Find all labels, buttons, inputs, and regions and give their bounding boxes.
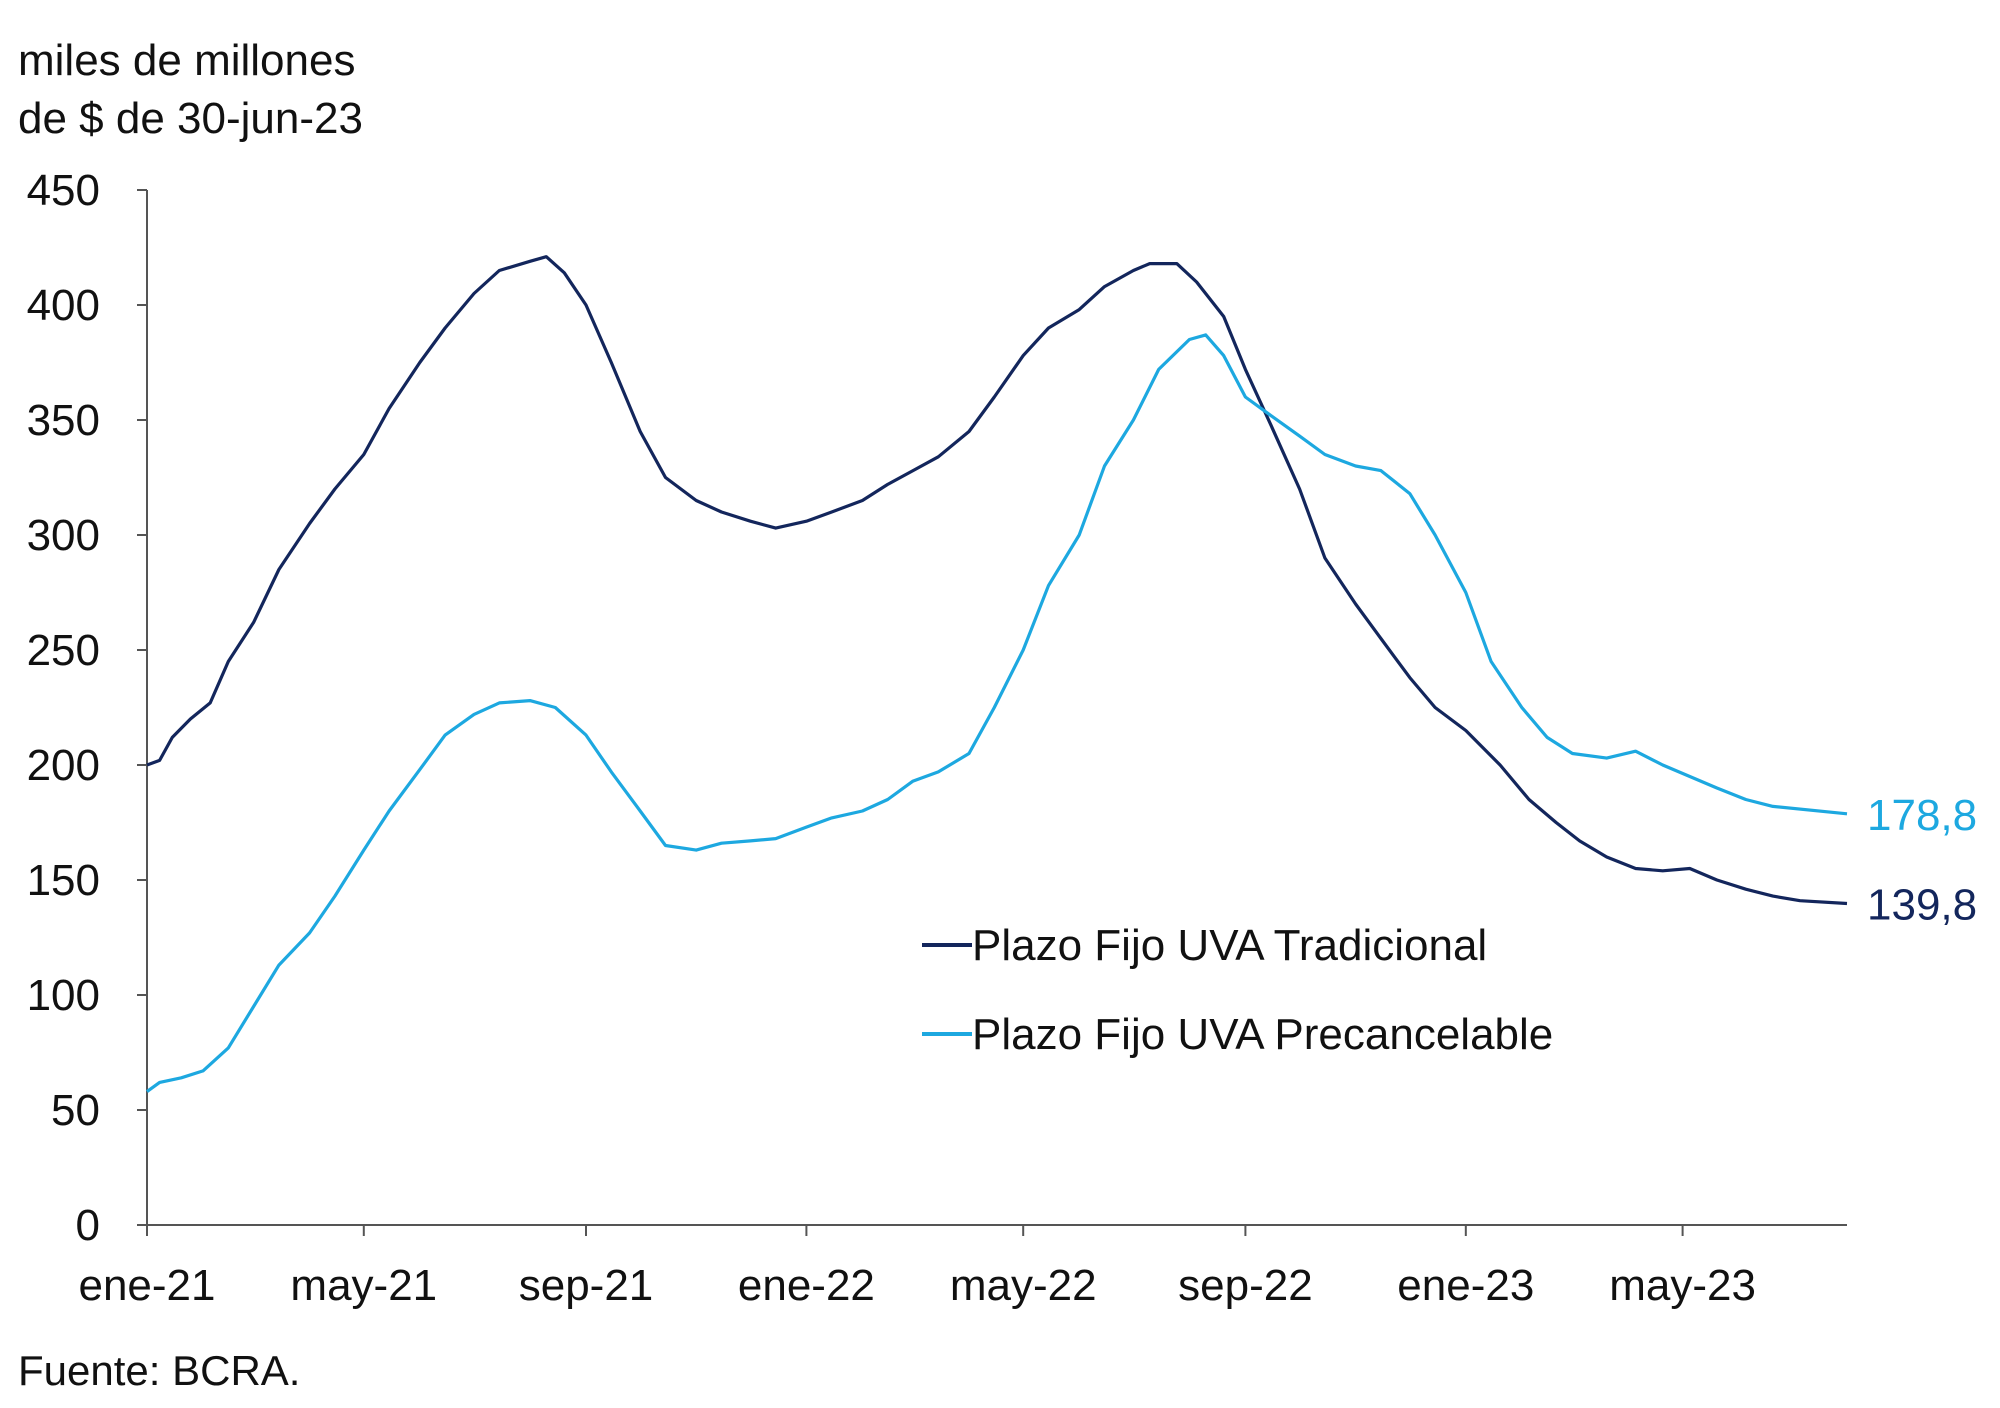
- y-tick-label: 100: [27, 971, 100, 1020]
- legend-label-precancelable: Plazo Fijo UVA Precancelable: [972, 1010, 1553, 1059]
- x-tick-label: ene-23: [1397, 1261, 1534, 1310]
- y-tick-label: 0: [76, 1201, 100, 1250]
- end-labels: 139,8 178,8: [1867, 791, 1977, 930]
- series-lines: [146, 255, 1848, 1093]
- series-line-0: [146, 255, 1848, 906]
- series-line-1: [146, 333, 1848, 1093]
- y-tick-label: 450: [27, 166, 100, 215]
- end-label-1: 178,8: [1867, 791, 1977, 840]
- legend: Plazo Fijo UVA Tradicional Plazo Fijo UV…: [922, 921, 1553, 1059]
- y-tick-label: 350: [27, 396, 100, 445]
- legend-item-tradicional: Plazo Fijo UVA Tradicional: [922, 921, 1487, 970]
- y-tick-label: 200: [27, 741, 100, 790]
- y-axis-title-line-2: de $ de 30-jun-23: [18, 94, 363, 143]
- x-tick-label: may-22: [950, 1261, 1097, 1310]
- y-axis-title: miles de millones de $ de 30-jun-23: [18, 36, 363, 143]
- x-tick-label: ene-21: [78, 1261, 215, 1310]
- x-tick-label: may-23: [1609, 1261, 1756, 1310]
- legend-item-precancelable: Plazo Fijo UVA Precancelable: [922, 1010, 1553, 1059]
- x-tick-label: ene-22: [738, 1261, 875, 1310]
- x-tick-label: sep-21: [519, 1261, 654, 1310]
- y-tick-label: 50: [51, 1086, 100, 1135]
- end-label-0: 139,8: [1867, 880, 1977, 929]
- y-axis-title-line-1: miles de millones: [18, 36, 355, 85]
- legend-label-tradicional: Plazo Fijo UVA Tradicional: [972, 921, 1487, 970]
- y-tick-label: 150: [27, 856, 100, 905]
- y-tick-label: 300: [27, 511, 100, 560]
- x-tick-label: sep-22: [1178, 1261, 1313, 1310]
- source-note: Fuente: BCRA.: [18, 1347, 300, 1394]
- y-tick-label: 250: [27, 626, 100, 675]
- x-tick-label: may-21: [290, 1261, 437, 1310]
- y-tick-label: 400: [27, 281, 100, 330]
- axes: 0 50 100 150 200 250 300 350 400 450 ene-21 may-21 s…: [27, 166, 1847, 1310]
